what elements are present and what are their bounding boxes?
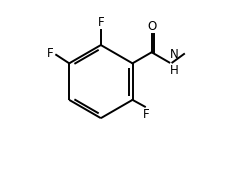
Text: N: N [170,48,178,61]
Text: F: F [47,47,54,61]
Text: H: H [170,64,178,77]
Text: F: F [97,16,104,29]
Text: O: O [146,20,156,33]
Text: F: F [143,108,149,121]
